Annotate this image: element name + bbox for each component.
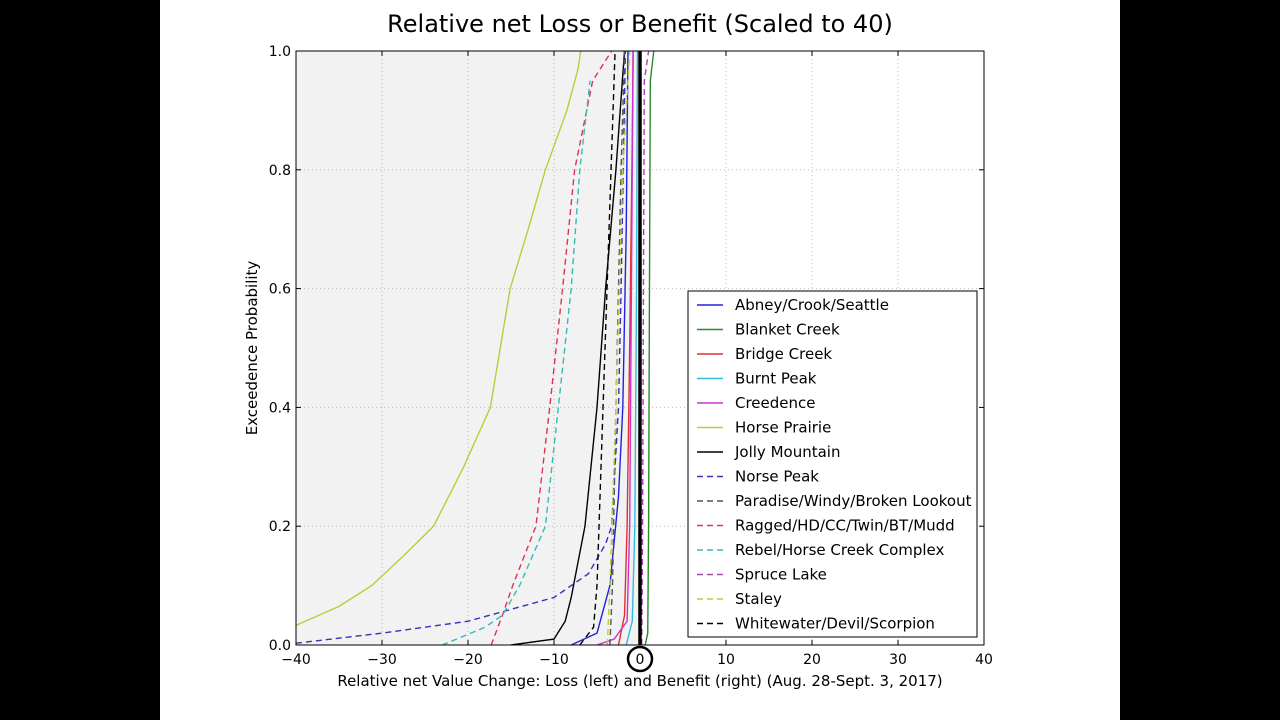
x-axis-label: Relative net Value Change: Loss (left) a…: [337, 672, 942, 690]
series-line-6: [510, 51, 626, 645]
x-tick-label: −40: [281, 652, 311, 668]
y-axis-label: Exceedence Probability: [243, 261, 261, 436]
series-line-5: [296, 51, 582, 627]
x-tick-label: 0: [636, 652, 645, 668]
series-line-0: [570, 51, 629, 645]
chart-title: Relative net Loss or Benefit (Scaled to …: [387, 10, 893, 38]
legend-label: Rebel/Horse Creek Complex: [735, 541, 945, 559]
x-tick-label: 30: [889, 652, 907, 668]
legend-label: Staley: [735, 590, 782, 608]
legend-label: Creedence: [735, 394, 816, 412]
legend-label: Whitewater/Devil/Scorpion: [735, 615, 935, 633]
series-line-12: [606, 51, 631, 645]
legend-label: Norse Peak: [735, 468, 819, 486]
x-tick-label: −10: [539, 652, 569, 668]
series-line-9: [490, 51, 613, 645]
legend-box: [687, 290, 978, 638]
y-tick-label: 1.0: [269, 44, 291, 60]
legend-label: Blanket Creek: [735, 321, 840, 339]
legend-label: Paradise/Windy/Broken Lookout: [735, 492, 972, 510]
legend-label: Bridge Creek: [735, 345, 832, 363]
series-line-11: [641, 51, 650, 645]
legend-label: Spruce Lake: [735, 566, 827, 584]
y-tick-label: 0.4: [269, 400, 291, 416]
y-tick-label: 0.0: [269, 638, 291, 654]
zero-circle-annotation: [626, 645, 654, 673]
legend: Abney/Crook/Seattle Blanket Creek Bridge C…: [687, 290, 978, 638]
series-line-4: [596, 51, 634, 645]
series-line-1: [644, 51, 655, 645]
y-tick-label: 0.2: [269, 519, 291, 535]
series-line-8: [609, 51, 626, 645]
x-tick-label: 40: [975, 652, 993, 668]
x-tick-label: 20: [803, 652, 821, 668]
series-line-13: [579, 51, 616, 645]
legend-label: Horse Prairie: [735, 419, 831, 437]
y-tick-label: 0.8: [269, 163, 291, 179]
x-tick-label: −20: [453, 652, 483, 668]
x-tick-label: −30: [367, 652, 397, 668]
series-line-7: [296, 51, 627, 644]
legend-label: Abney/Crook/Seattle: [735, 296, 889, 314]
series-line-10: [441, 80, 591, 645]
legend-label: Ragged/HD/CC/Twin/BT/Mudd: [735, 517, 955, 535]
series-line-3: [625, 51, 639, 645]
x-tick-label: 10: [717, 652, 735, 668]
legend-label: Jolly Mountain: [734, 443, 840, 461]
y-tick-label: 0.6: [269, 282, 291, 298]
legend-label: Burnt Peak: [735, 370, 817, 388]
